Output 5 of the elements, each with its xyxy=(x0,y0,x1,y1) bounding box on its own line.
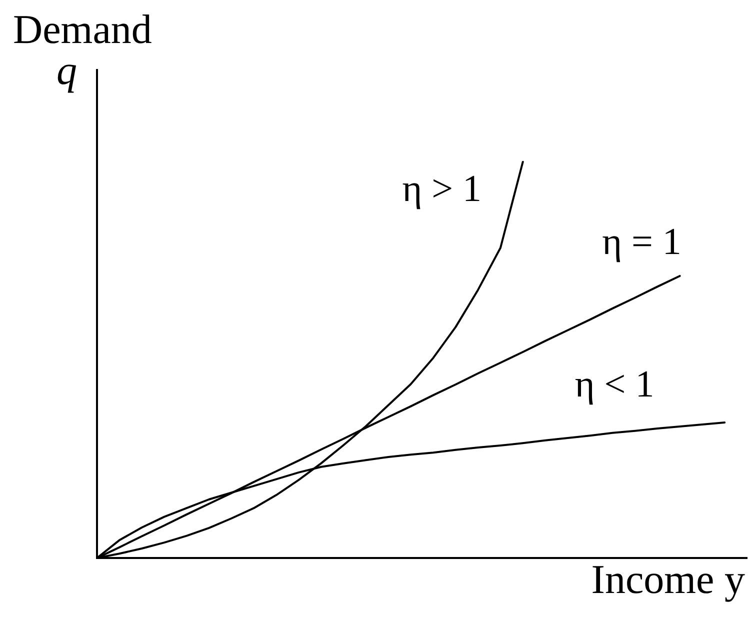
y-axis-title: Demand q xyxy=(13,6,152,93)
series-label: η < 1 xyxy=(574,364,654,406)
x-axis-title: Income y xyxy=(591,556,746,602)
series-label: η > 1 xyxy=(402,168,482,210)
series-label: η = 1 xyxy=(602,220,682,263)
